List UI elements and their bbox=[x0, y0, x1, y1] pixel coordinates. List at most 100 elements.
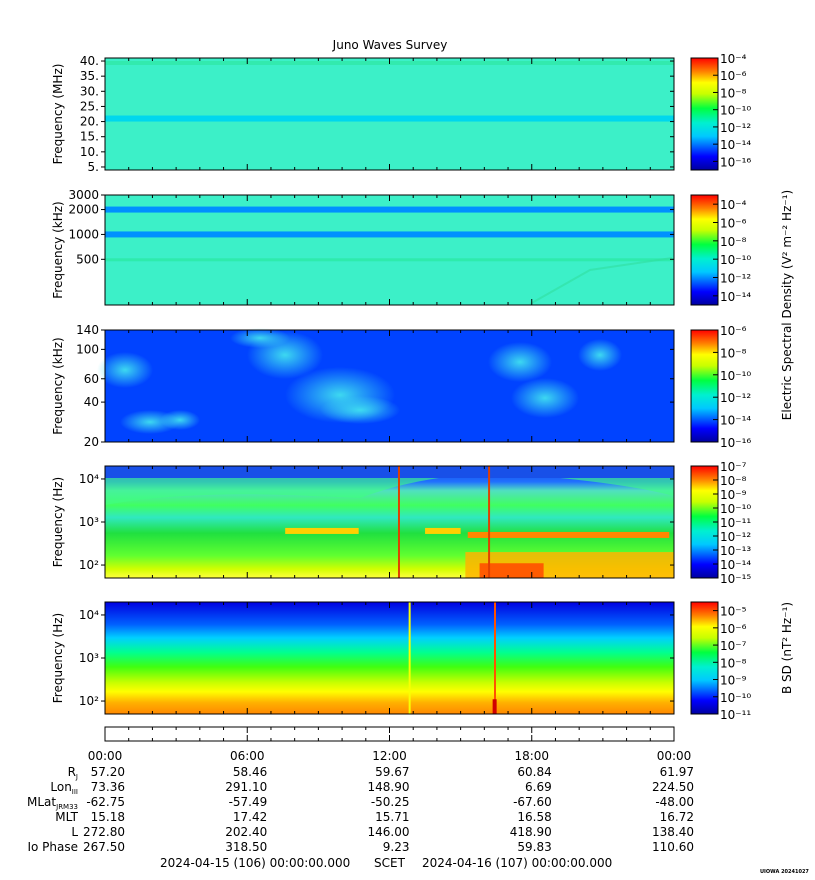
figure-title: Juno Waves Survey bbox=[332, 38, 448, 52]
colorbar-tick-label: 10⁻¹⁴ bbox=[720, 290, 751, 304]
ephemeris-value: 9.23 bbox=[383, 840, 410, 854]
emission-patch bbox=[511, 378, 579, 418]
colorbar: 10⁻¹⁶ 10⁻¹⁴ 10⁻¹² 10⁻¹⁰ 10⁻⁸ 10⁻⁶ bbox=[690, 324, 751, 450]
ephemeris-value: 17.42 bbox=[233, 810, 267, 824]
chorus-band bbox=[105, 473, 674, 505]
ephemeris-value: 15.71 bbox=[375, 810, 409, 824]
ephemeris-value: -48.00 bbox=[655, 795, 694, 809]
y-tick-label: 35. bbox=[80, 69, 99, 83]
colorbar-tick-label: 10⁻¹² bbox=[720, 121, 751, 135]
emission-line bbox=[467, 531, 670, 538]
colorbar-tick-label: 10⁻⁶ bbox=[720, 324, 747, 338]
ephemeris-value: 418.90 bbox=[510, 825, 552, 839]
y-tick-label: 5. bbox=[88, 160, 99, 174]
y-tick-label: 10. bbox=[80, 145, 99, 159]
colorbar-tick-label: 10⁻¹⁶ bbox=[720, 155, 751, 169]
colorbar-tick-label: 10⁻⁸ bbox=[720, 86, 747, 100]
y-tick-label: 40. bbox=[80, 54, 99, 68]
ephemeris-value: 59.67 bbox=[375, 765, 409, 779]
colorbar-tick-label: 10⁻¹⁰ bbox=[720, 369, 751, 383]
colorbar-tick-label: 10⁻¹⁴ bbox=[720, 138, 751, 152]
colorbar: 10⁻¹⁵10⁻¹⁴10⁻¹³10⁻¹²10⁻¹¹10⁻¹⁰10⁻⁹10⁻⁸10… bbox=[690, 460, 751, 586]
ephemeris-value: 138.40 bbox=[652, 825, 694, 839]
ephemeris-value: 272.80 bbox=[83, 825, 125, 839]
ephemeris-value: 267.50 bbox=[83, 840, 125, 854]
y-tick-label: 30. bbox=[80, 84, 99, 98]
colorbar-tick-label: 10⁻¹⁰ bbox=[720, 104, 751, 118]
y-axis-label: Frequency (Hz) bbox=[51, 477, 65, 568]
colorbar-tick-label: 10⁻¹⁶ bbox=[720, 436, 751, 450]
ephemeris-label: MLatJRM33 bbox=[27, 795, 78, 811]
emission-arc bbox=[529, 257, 673, 305]
ephemeris-label: RJ bbox=[68, 765, 78, 781]
colorbar-tick-label: 10⁻⁸ bbox=[720, 656, 747, 670]
y-tick-label: 10⁴ bbox=[79, 608, 99, 622]
ephemeris-value: -67.60 bbox=[513, 795, 552, 809]
emission-band bbox=[105, 115, 674, 122]
time-tick-label: 12:00 bbox=[372, 749, 407, 763]
ephemeris-label: LonIII bbox=[50, 780, 78, 796]
y-tick-label: 500 bbox=[76, 252, 99, 266]
colorbar: 10⁻¹¹ 10⁻¹⁰ 10⁻⁹ 10⁻⁸ 10⁻⁷ 10⁻⁶ 10⁻⁵ bbox=[690, 601, 751, 722]
emission-patch bbox=[488, 342, 552, 382]
emission-patch bbox=[578, 339, 622, 371]
panel-hfwbr: 5.10.15.20. 25.30.35.40. Frequency (MHz) 10… bbox=[51, 52, 751, 174]
y-axis-label: Frequency (kHz) bbox=[51, 337, 65, 434]
colorbar-tick-label: 10⁻¹⁴ bbox=[720, 558, 751, 572]
colorbar-tick-label: 10⁻⁸ bbox=[720, 235, 747, 249]
colorbar-scale bbox=[690, 57, 719, 171]
colorbar: 10⁻¹⁶ 10⁻¹⁴ 10⁻¹² 10⁻¹⁰ 10⁻⁸ 10⁻⁶ 10⁻⁴ bbox=[690, 52, 751, 171]
y-tick-label: 40 bbox=[84, 395, 99, 409]
ephemeris-value: 202.40 bbox=[225, 825, 267, 839]
ephemeris-value: 60.84 bbox=[517, 765, 551, 779]
ephemeris-label: MLT bbox=[55, 810, 78, 824]
time-axis-strip bbox=[104, 726, 675, 742]
colorbar-tick-label: 10⁻⁴ bbox=[720, 52, 747, 66]
colorbar-scale bbox=[690, 194, 719, 306]
ephemeris-value: 61.97 bbox=[660, 765, 694, 779]
y-tick-label: 25. bbox=[80, 99, 99, 113]
emission-patch bbox=[230, 328, 290, 348]
y-tick-label: 20. bbox=[80, 115, 99, 129]
footer-end-time: 2024-04-16 (107) 00:00:00.000 bbox=[422, 856, 612, 870]
time-tick-label: 18:00 bbox=[514, 749, 549, 763]
colorbar-tick-label: 10⁻⁹ bbox=[720, 674, 747, 688]
ephemeris-value: -57.49 bbox=[229, 795, 268, 809]
emission-patch bbox=[320, 396, 400, 424]
y-tick-label: 10² bbox=[79, 694, 99, 708]
y-tick-label: 10³ bbox=[79, 515, 99, 529]
y-tick-label: 60 bbox=[84, 372, 99, 386]
colorbar-scale bbox=[690, 329, 719, 443]
e-field-colorbar-label: Electric Spectral Density (V² m⁻² Hz⁻¹) bbox=[780, 190, 794, 420]
emission-band bbox=[105, 206, 674, 213]
colorbar-tick-label: 10⁻⁷ bbox=[720, 460, 747, 474]
colorbar-tick-label: 10⁻¹⁰ bbox=[720, 253, 751, 267]
ephemeris-value: 15.18 bbox=[91, 810, 125, 824]
colorbar-tick-label: 10⁻¹³ bbox=[720, 544, 751, 558]
colorbar-tick-label: 10⁻⁶ bbox=[720, 217, 747, 231]
ephemeris-value: -62.75 bbox=[86, 795, 125, 809]
colorbar-tick-label: 10⁻⁶ bbox=[720, 622, 747, 636]
y-tick-label: 1000 bbox=[68, 227, 99, 241]
ephemeris-value: 318.50 bbox=[225, 840, 267, 854]
time-tick-label: 00:00 bbox=[657, 749, 692, 763]
ephemeris-value: 148.90 bbox=[368, 780, 410, 794]
intense-emission bbox=[479, 563, 544, 578]
b-field-colorbar-label: B SD (nT² Hz⁻¹) bbox=[780, 602, 794, 694]
ephemeris-value: 16.72 bbox=[660, 810, 694, 824]
y-tick-label: 140 bbox=[76, 323, 99, 337]
colorbar-tick-label: 10⁻¹² bbox=[720, 272, 751, 286]
spectrogram-background bbox=[105, 602, 674, 714]
colorbar-tick-label: 10⁻⁸ bbox=[720, 346, 747, 360]
colorbar-tick-label: 10⁻¹⁴ bbox=[720, 414, 751, 428]
colorbar-tick-label: 10⁻¹¹ bbox=[720, 516, 751, 530]
colorbar-tick-label: 10⁻⁷ bbox=[720, 639, 747, 653]
ephemeris-label: L bbox=[71, 825, 78, 839]
colorbar-scale bbox=[690, 601, 719, 715]
colorbar-tick-label: 10⁻¹² bbox=[720, 530, 751, 544]
ephemeris-value: 110.60 bbox=[652, 840, 694, 854]
